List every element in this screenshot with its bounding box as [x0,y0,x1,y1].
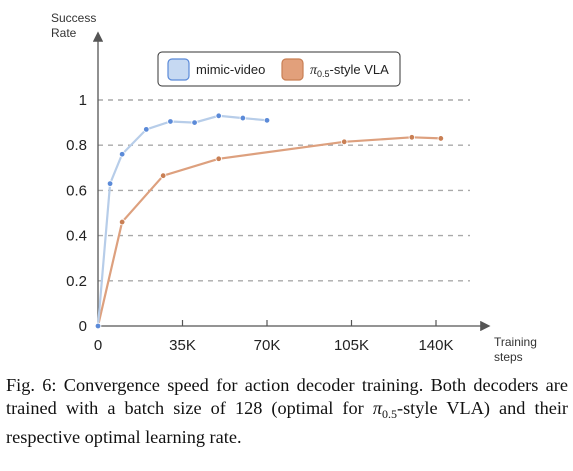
legend-box [157,51,401,87]
caption-text-1: Convergence speed for action decoder tra… [6,375,568,418]
x-axis-title-line-1: Training [494,335,537,349]
caption-pi-subscript: 0.5 [381,407,397,421]
legend-label-pi05-vla: π0.5-style VLA [310,62,389,79]
y-axis-title-line-2: Rate [51,26,77,40]
series-0-point [118,151,126,158]
series-0-point [106,180,114,187]
series-1-point [341,138,348,146]
series-0-point [263,117,271,124]
legend-label-mimic-video: mimic-video [196,62,265,77]
series-0-point [191,119,198,126]
x-tick-label: 140K [418,337,453,354]
series-1-point [408,134,416,141]
y-tick-label: 0.4 [66,228,87,245]
axes [92,31,491,332]
x-tick-label: 70K [254,337,281,354]
legend: mimic-video π0.5-style VLA [157,51,401,87]
figure-caption: Fig. 6: Convergence speed for action dec… [6,374,568,449]
gridlines [98,99,470,282]
y-axis-title-line-1: Success [51,11,96,25]
x-tick-labels: 0 35K 70K 105K 140K [94,320,454,354]
caption-label: Fig. 6: [6,375,57,395]
series-0-point [143,126,150,133]
caption-text-2: -style VLA) and their respective optimal… [6,398,568,447]
legend-swatch-pi05-vla [281,58,304,81]
x-tick-label: 35K [169,337,196,354]
x-tick-label: 0 [94,337,102,354]
series-line-1 [96,136,441,327]
series-1-point [215,155,222,162]
series-1-point [437,135,445,142]
legend-swatch-mimic-video [167,58,190,81]
x-tick-label: 105K [334,337,369,354]
series-0-point [167,118,174,125]
series-layer [94,112,445,330]
x-axis-title-line-2: steps [494,350,523,364]
caption-pi: π [372,398,382,418]
y-tick-label: 0 [79,318,87,335]
series-1-point [118,218,126,226]
y-tick-label: 1 [79,92,87,109]
y-tick-label: 0.6 [66,182,87,199]
convergence-chart: 0 35K 70K 105K 140K 0 0.2 0.4 0.6 0.8 1 Success R… [51,11,537,364]
series-0-point [94,322,102,330]
y-tick-label: 0.8 [66,137,87,154]
series-0-point [239,114,247,122]
y-tick-labels: 0 0.2 0.4 0.6 0.8 1 [66,92,87,335]
series-0-point [215,112,222,120]
series-1-point [159,172,167,179]
y-tick-label: 0.2 [66,273,87,290]
